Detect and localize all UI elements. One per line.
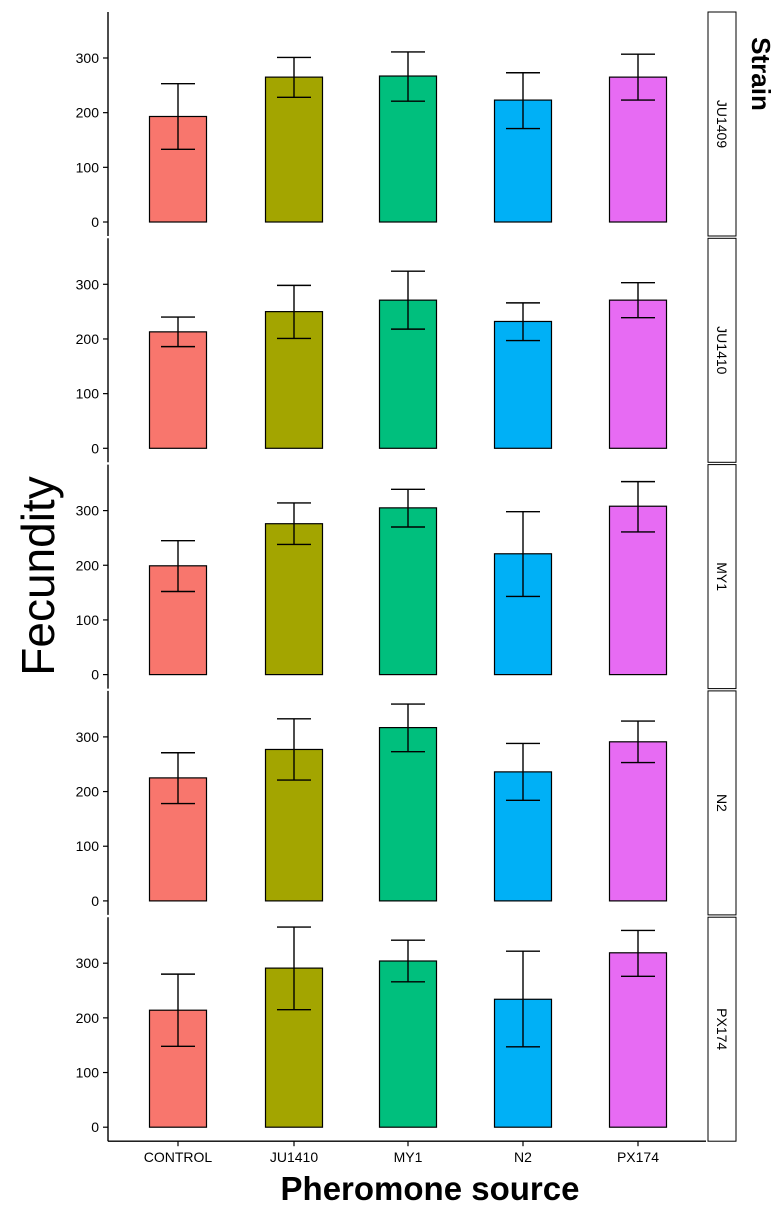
y-tick-label: 300	[76, 50, 100, 66]
bar	[378, 960, 438, 1128]
facet-strip-label: JU1409	[714, 100, 730, 148]
panel-n2: 0 100 200 300 N2	[76, 690, 737, 916]
y-tick-label: 100	[76, 838, 100, 854]
chart-panels: 0 100 200 300 JU1409 0 100 200 300 JU1410 0 100 200 3…	[76, 11, 737, 1142]
y-tick-label: 100	[76, 159, 100, 175]
y-tick-label: 300	[76, 729, 100, 745]
facet-strip-label: MY1	[714, 562, 730, 591]
facet-strip	[707, 11, 737, 237]
x-axis-title: Pheromone source	[281, 1170, 580, 1207]
y-tick-label: 0	[91, 440, 99, 456]
facet-strip	[707, 916, 737, 1142]
facet-strip-label: JU1410	[714, 326, 730, 374]
bar	[608, 299, 668, 449]
y-tick-label: 200	[76, 331, 100, 347]
y-tick-label: 0	[91, 667, 99, 683]
y-tick-label: 0	[91, 893, 99, 909]
y-tick-label: 300	[76, 276, 100, 292]
bar	[608, 76, 668, 223]
panel-ju1409: 0 100 200 300 JU1409	[76, 11, 737, 237]
facet-strip	[707, 464, 737, 690]
y-tick-label: 200	[76, 784, 100, 800]
facet-title: Strain	[746, 37, 774, 111]
y-tick-label: 200	[76, 1010, 100, 1026]
y-tick-label: 0	[91, 214, 99, 230]
y-tick-label: 200	[76, 105, 100, 121]
facet-strip	[707, 237, 737, 463]
bar	[264, 76, 324, 223]
x-tick-label: CONTROL	[144, 1149, 213, 1165]
bar	[378, 726, 438, 902]
bar	[608, 741, 668, 902]
panel-my1: 0 100 200 300 MY1	[76, 464, 737, 690]
facet-strip	[707, 690, 737, 916]
panel-ju1410: 0 100 200 300 JU1410	[76, 237, 737, 463]
bar	[148, 331, 208, 449]
bar	[378, 507, 438, 676]
facet-strip-label: PX174	[714, 1008, 730, 1050]
bar	[608, 505, 668, 676]
y-tick-label: 200	[76, 557, 100, 573]
x-tick-label: JU1410	[270, 1149, 318, 1165]
bar	[608, 952, 668, 1128]
bar	[264, 523, 324, 676]
y-tick-label: 100	[76, 1065, 100, 1081]
y-axis-title: Fecundity	[12, 476, 64, 675]
x-tick-label: PX174	[617, 1149, 659, 1165]
x-axis: CONTROL JU1410 MY1 N2 PX174	[108, 1140, 706, 1165]
y-tick-label: 100	[76, 612, 100, 628]
y-tick-label: 100	[76, 386, 100, 402]
panel-px174: 0 100 200 300 PX174	[76, 916, 737, 1142]
x-tick-label: MY1	[394, 1149, 423, 1165]
facet-strip-label: N2	[714, 794, 730, 812]
y-tick-label: 0	[91, 1119, 99, 1135]
y-tick-label: 300	[76, 955, 100, 971]
x-tick-label: N2	[514, 1149, 532, 1165]
y-tick-label: 300	[76, 503, 100, 519]
